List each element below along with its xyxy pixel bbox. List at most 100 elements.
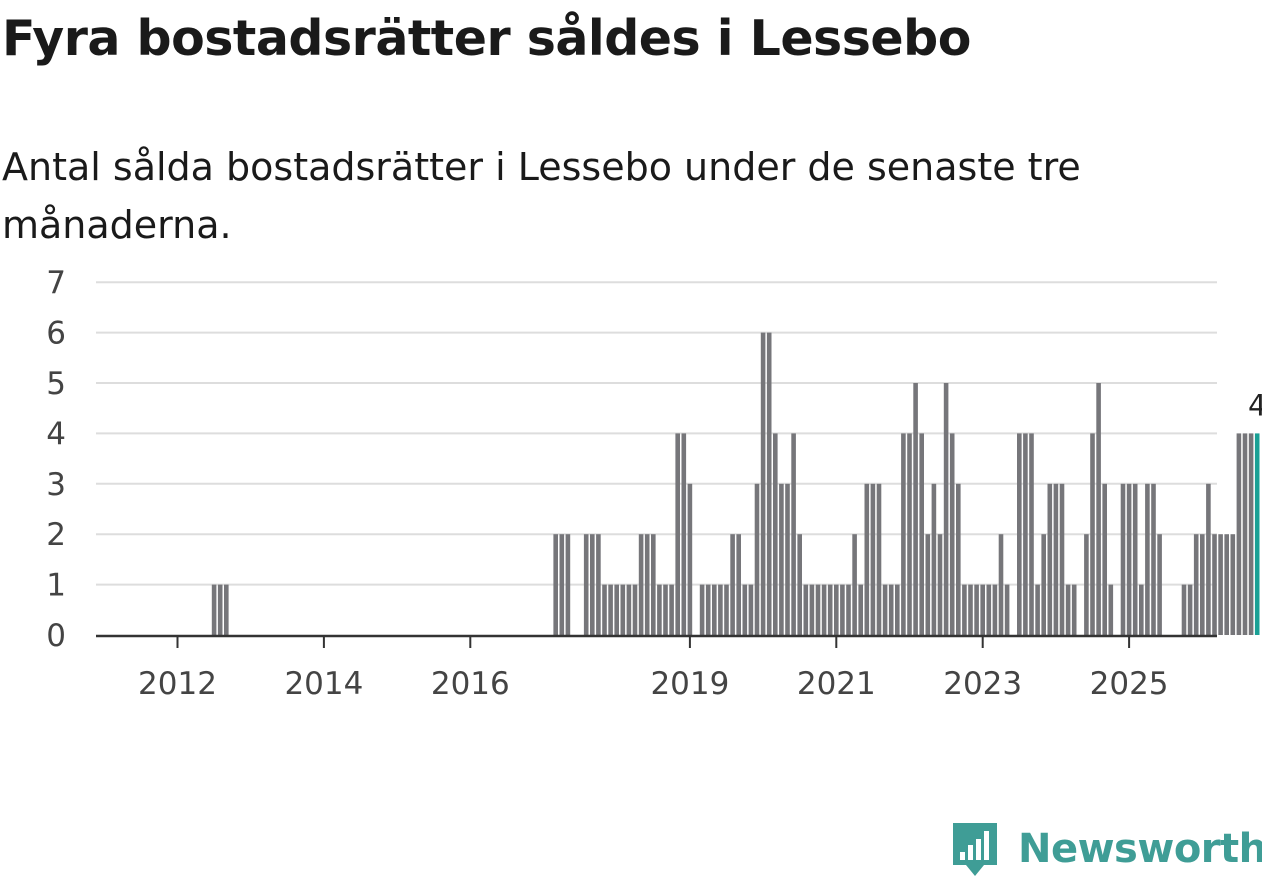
bar [773,433,778,635]
labels: 0 1 2 3 4 5 6 7 4 2012 2014 2016 2019 2021 2023 2025 [46,265,1262,702]
bar [998,534,1004,635]
bar [1242,433,1248,635]
bar [663,584,668,635]
last-value-label: 4 [1248,388,1262,422]
bar [602,584,607,635]
bar [1029,433,1034,635]
y-tick-label: 2 [46,517,66,553]
bar [815,584,821,635]
bar [651,534,656,635]
bar [657,584,662,635]
bar [712,584,717,635]
bar [1084,534,1089,635]
brand-name: Newsworthy [1018,826,1262,872]
bar [1145,483,1150,635]
bar [986,584,992,635]
axes [96,634,1217,648]
bar [1023,433,1028,635]
bar [907,433,912,635]
bar [919,433,924,635]
bar [968,584,973,635]
bar [809,584,815,635]
bar [1193,534,1199,635]
bar [638,534,644,635]
bar [724,584,729,635]
y-tick-label: 4 [46,416,66,452]
bar [1090,433,1095,635]
bar [1035,584,1040,635]
bar [1132,483,1138,635]
bar [626,584,632,635]
y-tick-label: 0 [46,618,66,654]
bar [1230,534,1236,635]
bar [937,534,943,635]
bar [559,534,565,635]
bar [211,584,217,635]
bar [1212,534,1217,635]
bar [596,534,601,635]
bar [669,584,674,635]
bar [888,584,894,635]
bar [852,534,857,635]
bar [1017,433,1022,635]
x-tick-label: 2021 [797,666,876,702]
y-tick-label: 7 [46,265,66,301]
y-tick-label: 3 [46,467,66,503]
x-tick-label: 2016 [431,666,510,702]
bar [1096,383,1101,635]
bar [779,483,784,635]
bar [1206,483,1211,635]
bar [632,584,638,635]
y-tick-label: 1 [46,568,66,604]
bar [1120,483,1126,635]
bar [730,534,735,635]
bar [1108,584,1114,635]
bar [1200,534,1205,635]
bar [687,483,693,635]
bar [949,433,955,635]
bar [882,584,888,635]
x-tick-label: 2023 [943,666,1022,702]
bar [992,584,998,635]
bar [1071,584,1077,635]
bar [876,483,882,635]
bar [864,483,870,635]
bar [1059,483,1065,635]
bar [840,584,845,635]
bar [1248,433,1254,635]
bar [736,534,741,635]
bar [846,584,851,635]
bar [980,584,985,635]
bar [1065,584,1071,635]
bar [675,433,680,635]
bar [785,483,790,635]
bar [644,534,650,635]
bar [620,584,626,635]
bar [748,584,754,635]
bar [1151,483,1156,635]
bar [791,433,796,635]
bar-chart-location-icon [953,823,997,876]
bar [718,584,723,635]
bar [742,584,748,635]
bar [1181,584,1187,635]
y-tick-label: 6 [46,316,66,352]
bar [565,534,571,635]
bar [931,483,937,635]
bar [1139,584,1144,635]
bar [760,332,766,635]
bar [608,584,613,635]
bar [1053,483,1059,635]
bar [1004,584,1010,635]
bar [766,332,772,635]
bar [614,584,619,635]
bar [590,534,595,635]
bar [834,584,839,635]
y-tick-label: 5 [46,366,66,402]
bar [797,534,802,635]
bar [895,584,900,635]
bar [1102,483,1107,635]
bar [1041,534,1046,635]
bar [901,433,906,635]
